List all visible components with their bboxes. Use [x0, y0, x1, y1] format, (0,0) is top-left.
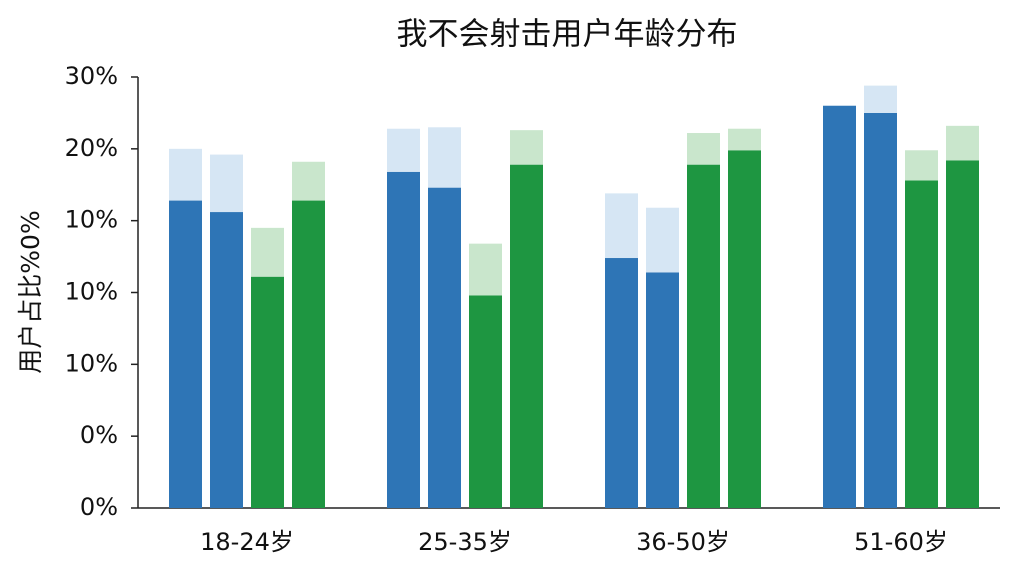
x-tick-label: 36-50岁 [636, 528, 730, 556]
y-tick-label: 20% [65, 134, 118, 162]
bar-faded [210, 154, 243, 213]
y-tick-label: 0% [80, 493, 118, 521]
x-tick-label: 51-60岁 [854, 528, 948, 556]
bar-faded [864, 85, 897, 113]
bar [510, 164, 543, 509]
bar-faded [605, 193, 638, 259]
bar [469, 295, 502, 508]
bar [946, 160, 979, 508]
bar-faded [292, 161, 325, 201]
bar [428, 187, 461, 508]
bar [387, 171, 420, 508]
bar-faded [469, 243, 502, 296]
x-tick-label: 18-24岁 [200, 528, 294, 556]
bar-faded [428, 127, 461, 188]
bar [605, 258, 638, 508]
bar-faded [510, 130, 543, 165]
bar-faded [687, 133, 720, 165]
bar-faded [946, 125, 979, 161]
y-tick-label: 0% [80, 421, 118, 449]
bar-faded [646, 207, 679, 273]
bar [905, 180, 938, 508]
bar [646, 272, 679, 508]
bar [251, 276, 284, 508]
y-tick-label: 10% [65, 278, 118, 306]
bar [728, 150, 761, 508]
bar [864, 112, 897, 509]
chart-title: 我不会射击用户年龄分布 [397, 17, 738, 53]
y-tick-label: 30% [65, 62, 118, 90]
y-tick-label: 10% [65, 349, 118, 377]
bar [687, 164, 720, 509]
bar-faded [251, 227, 284, 277]
bar-faded [728, 128, 761, 151]
bar [292, 200, 325, 508]
bar [823, 105, 856, 508]
bar [210, 212, 243, 508]
x-tick-label: 25-35岁 [418, 528, 512, 556]
bar [169, 200, 202, 508]
y-tick-label: 10% [65, 206, 118, 234]
bar-faded [387, 128, 420, 172]
y-axis-label: 用户占比%0% [16, 210, 45, 373]
bar-faded [169, 148, 202, 201]
bar-faded [905, 150, 938, 181]
